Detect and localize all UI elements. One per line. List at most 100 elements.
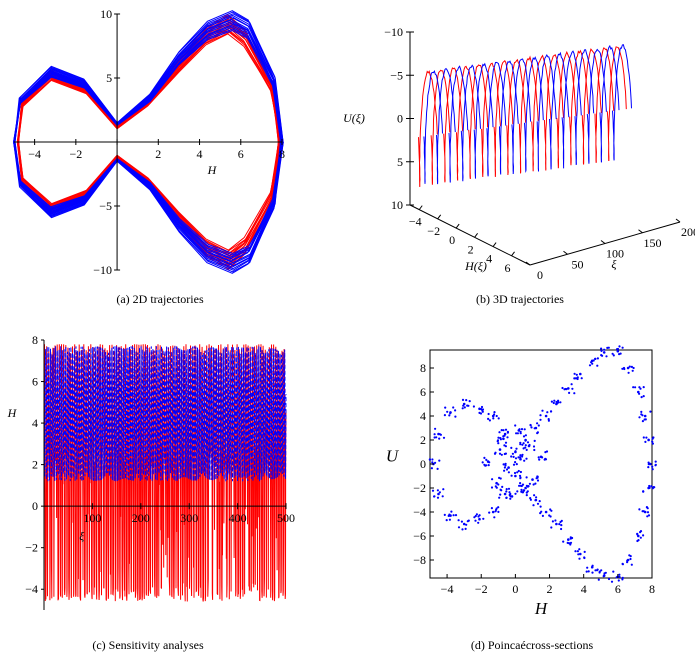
scatter-point [596, 569, 599, 572]
scatter-point [502, 435, 505, 438]
scatter-point [628, 365, 631, 368]
scatter-point [594, 357, 597, 360]
plot-frame [429, 349, 653, 579]
scatter-point [507, 466, 510, 469]
scatter-point [534, 499, 537, 502]
y-tick-label: 4 [32, 416, 38, 430]
scatter-point [465, 399, 468, 402]
scatter-point [462, 522, 466, 526]
scatter-point [502, 463, 505, 466]
scatter-point [598, 570, 601, 573]
scatter-point [516, 432, 519, 435]
scatter-point [516, 490, 519, 493]
scatter-point [623, 367, 626, 371]
scatter-point [505, 490, 508, 493]
y-tick-label: 2 [32, 458, 38, 472]
scatter-point [594, 569, 597, 572]
z-tick-label: 10 [391, 198, 403, 212]
scatter-point [580, 377, 583, 380]
scatter-point [507, 487, 511, 490]
scatter-point [521, 491, 525, 494]
scatter-point [474, 514, 477, 518]
scatter-point [645, 506, 648, 509]
scatter-point [602, 575, 605, 578]
scatter-point [457, 526, 461, 529]
scatter-point [536, 479, 540, 482]
xi-tick [600, 240, 606, 244]
x-tick-label: 0 [512, 582, 518, 596]
scatter-point [538, 458, 541, 461]
scatter-point [648, 484, 651, 488]
scatter-point [617, 579, 620, 582]
chart-a-plot: −4 −2 2 4 6 8 −10 −5 5 10 H [12, 7, 285, 277]
scatter-point [654, 460, 657, 463]
scatter-point [631, 369, 634, 372]
chart-c-plot: 100 200 300 400 500 −4 −2 0 2 4 6 8 ξ H [7, 333, 295, 610]
trajectory-loop [13, 10, 283, 274]
scatter-point [554, 519, 557, 522]
scatter-point [536, 431, 539, 434]
scatter-point [618, 345, 621, 348]
scatter-point [522, 489, 526, 492]
scatter-point [462, 404, 465, 407]
scatter-point [639, 530, 643, 533]
trajectory-loop [556, 50, 577, 169]
xi-tick-label: 200 [681, 225, 695, 239]
scatter-point [496, 439, 500, 442]
chart-d-plot: −4 −2 0 2 4 6 8 −8 −6 −4 −2 0 2 4 6 8 H U [386, 345, 657, 618]
series-blue-3d-trajectory [423, 44, 632, 185]
x-tick-label: 8 [279, 147, 285, 161]
y-tick-label: 0 [32, 499, 38, 513]
scatter-point [522, 442, 525, 445]
scatter-point [649, 410, 652, 413]
scatter-point [505, 496, 508, 499]
scatter-point [642, 436, 645, 439]
scatter-point [600, 354, 603, 357]
y-tick-label: −10 [93, 263, 112, 277]
scatter-point [514, 474, 517, 478]
scatter-point [621, 563, 624, 566]
scatter-point [438, 491, 441, 494]
scatter-point [443, 414, 446, 417]
scatter-point [576, 550, 579, 553]
y-tick-label: 5 [106, 71, 112, 85]
scatter-point [437, 492, 440, 496]
scatter-point [510, 474, 513, 477]
scatter-point [529, 424, 532, 427]
scatter-point [506, 431, 509, 434]
z-tick-label: 5 [397, 155, 403, 169]
x-tick-label: −2 [69, 147, 82, 161]
scatter-point [529, 497, 532, 500]
scatter-point [644, 418, 647, 421]
h-tick [455, 223, 460, 229]
scatter-point [514, 457, 518, 460]
h-tick-label: 0 [449, 233, 455, 247]
scatter-point [648, 486, 651, 489]
y-tick-label: 8 [420, 361, 426, 375]
scatter-point [446, 410, 449, 413]
scatter-point [494, 485, 497, 488]
scatter-point [615, 576, 618, 579]
scatter-point [638, 392, 641, 395]
scatter-point [597, 578, 600, 581]
scatter-point [647, 463, 650, 466]
y-axis-label: H [7, 406, 18, 420]
x-tick-label: 6 [238, 147, 244, 161]
scatter-point [525, 476, 528, 479]
scatter-point [519, 456, 522, 459]
scatter-point [518, 484, 521, 487]
scatter-point [461, 398, 465, 401]
scatter-point [494, 451, 497, 454]
scatter-point [563, 388, 566, 391]
scatter-point [454, 409, 457, 412]
xi-tick-label: 0 [537, 268, 543, 282]
scatter-point [640, 410, 643, 413]
scatter-point [541, 409, 544, 412]
scatter-point [457, 519, 460, 522]
scatter-point [565, 388, 568, 391]
scatter-point [497, 483, 500, 486]
x-tick-label: 2 [547, 582, 553, 596]
scatter-point [577, 553, 580, 556]
scatter-point [442, 436, 446, 439]
scatter-point [621, 346, 624, 349]
